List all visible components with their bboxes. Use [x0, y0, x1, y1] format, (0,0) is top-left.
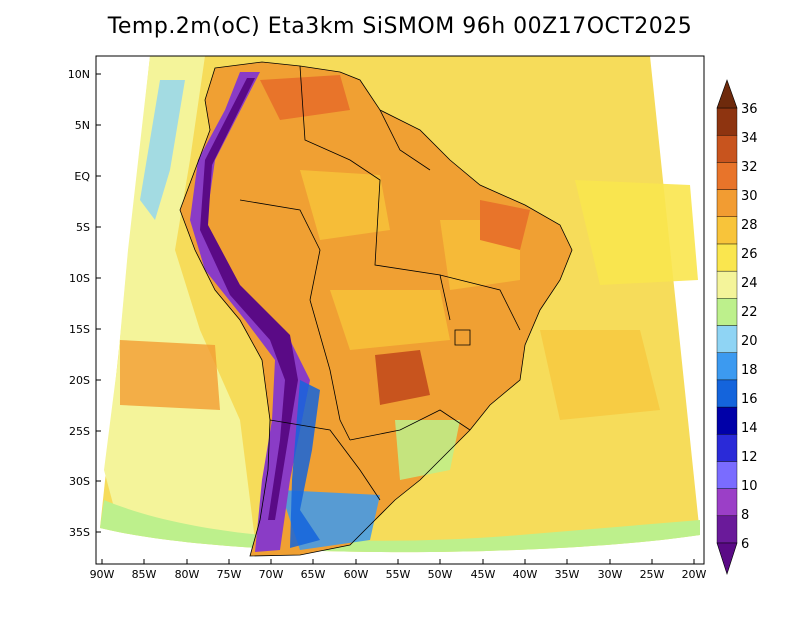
colorbar-segment [716, 270, 738, 299]
lat-label: 5N [75, 119, 90, 132]
land-hot-spot-2 [260, 75, 350, 120]
lon-label: 30W [598, 568, 623, 581]
colorbar-label: 34 [741, 131, 758, 146]
pacific-warm-patch [120, 340, 220, 410]
map-title: Temp.2m(oC) Eta3km SiSMOM 96h 00Z17OCT20… [107, 14, 693, 39]
colorbar-segment [716, 379, 738, 408]
colorbar-segment [716, 298, 738, 326]
lat-label: EQ [74, 170, 90, 183]
lon-label: 75W [217, 568, 242, 581]
colorbar-label: 20 [741, 334, 758, 349]
colorbar-segment [716, 515, 738, 544]
lon-label: 55W [386, 568, 411, 581]
colorbar-label: 32 [741, 160, 758, 175]
andes-core [200, 78, 298, 520]
lat-label: 5S [76, 221, 90, 234]
lat-label: 15S [69, 323, 90, 336]
pacific-cool-band [104, 56, 255, 540]
country-borders [179, 61, 573, 557]
andes-edge-blue [290, 380, 320, 548]
colorbar-segment [716, 325, 738, 353]
lon-label: 65W [301, 568, 326, 581]
colorbar-segment [716, 406, 738, 435]
colorbar-segment [716, 488, 738, 517]
map-panel [96, 56, 704, 564]
colorbar-labels: 6 8 10 12 14 16 18 20 22 24 26 28 30 32 34 36 [741, 102, 758, 552]
lon-label: 60W [344, 568, 369, 581]
lat-label: 25S [69, 425, 90, 438]
land-hot-spot-3 [480, 200, 530, 250]
colorbar-segment [716, 189, 738, 217]
latitude-axis: 10N 5N EQ 5S 10S 15S 20S 25S 30S 35S [68, 68, 101, 539]
atlantic-warm-patch-2 [540, 330, 660, 420]
colorbar-segments [716, 107, 738, 544]
colorbar-label: 36 [741, 102, 758, 117]
colorbar-segment [716, 243, 738, 272]
south-cold-band [100, 500, 700, 553]
lat-label: 35S [69, 526, 90, 539]
colorbar-label: 6 [741, 537, 749, 552]
colorbar-label: 18 [741, 363, 758, 378]
colorbar-segment [716, 434, 738, 462]
lat-label: 20S [69, 374, 90, 387]
lon-label: 50W [428, 568, 453, 581]
lon-label: 25W [640, 568, 665, 581]
lon-label: 45W [471, 568, 496, 581]
atlantic-warm-patch [575, 180, 698, 285]
colorbar-label: 24 [741, 276, 758, 291]
colorbar-over-triangle [716, 79, 738, 109]
colorbar-label: 14 [741, 421, 758, 436]
lon-label: 85W [132, 568, 157, 581]
colorbar-label: 22 [741, 305, 758, 320]
colorbar-label: 8 [741, 508, 749, 523]
colorbar-segment [716, 461, 738, 489]
colorbar-label: 16 [741, 392, 758, 407]
lon-label: 90W [90, 568, 115, 581]
lon-label: 35W [555, 568, 580, 581]
land-light-patch-2 [330, 290, 450, 350]
lat-label: 10N [68, 68, 90, 81]
colorbar-segment [716, 134, 738, 163]
land-light-patch [300, 170, 390, 240]
colorbar-label: 28 [741, 218, 758, 233]
colorbar-segment [716, 352, 738, 381]
colorbar-label: 12 [741, 450, 758, 465]
colorbar: 6 8 10 12 14 16 18 20 22 24 26 28 30 32 34 36 [716, 79, 758, 575]
lon-label: 80W [175, 568, 200, 581]
lon-label: 20W [682, 568, 707, 581]
colorbar-label: 26 [741, 247, 758, 262]
land-cool-south [395, 420, 460, 480]
lat-label: 30S [69, 475, 90, 488]
map-frame [95, 55, 705, 565]
land-hot-spot [375, 350, 430, 405]
colorbar-label: 30 [741, 189, 758, 204]
colorbar-segment [716, 162, 738, 190]
lat-label: 10S [69, 272, 90, 285]
colorbar-segment [716, 216, 738, 245]
colorbar-label: 10 [741, 479, 758, 494]
longitude-axis: 90W 85W 80W 75W 70W 65W 60W 55W 50W 45W … [90, 559, 707, 581]
lon-label: 70W [259, 568, 284, 581]
colorbar-under-triangle [716, 542, 738, 575]
lon-label: 40W [513, 568, 538, 581]
pacific-cold-strip [140, 80, 185, 220]
colorbar-segment [716, 107, 738, 136]
